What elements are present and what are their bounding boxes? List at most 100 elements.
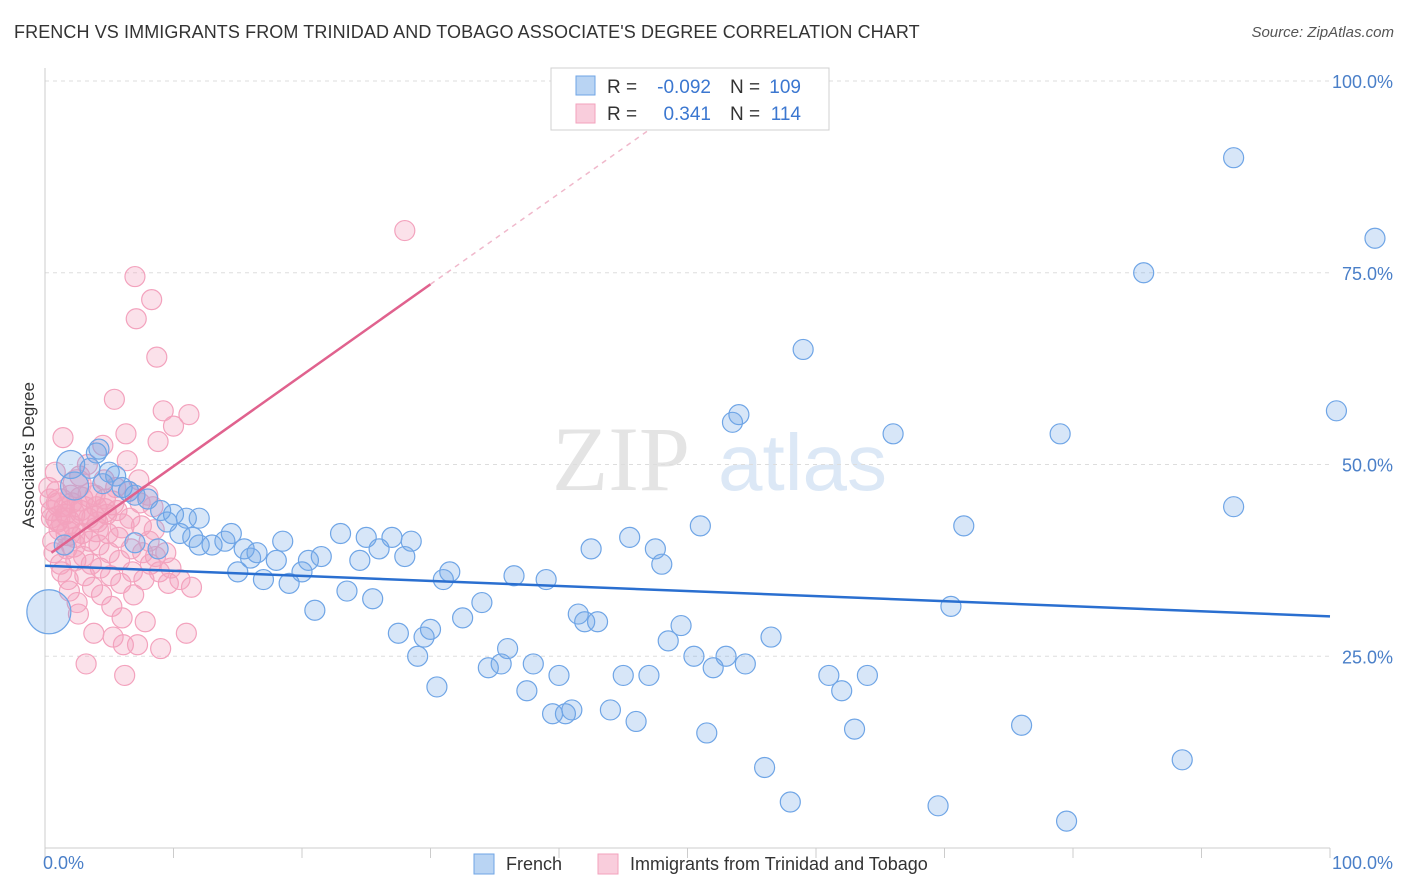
bottom-legend-swatch-french bbox=[473, 853, 495, 875]
bottom-legend-french-label: French bbox=[506, 854, 562, 874]
french-point-22 bbox=[188, 534, 210, 556]
watermark-atlas: atlas bbox=[718, 418, 887, 507]
french-point-92 bbox=[818, 664, 840, 687]
french-point-41 bbox=[349, 549, 371, 571]
french-point-33 bbox=[272, 530, 294, 552]
french-point-93 bbox=[831, 680, 853, 702]
trinidad-point-65 bbox=[119, 507, 141, 529]
french-point-46 bbox=[387, 622, 409, 644]
trinidad-point-55 bbox=[106, 499, 128, 522]
trinidad-point-81 bbox=[141, 288, 163, 311]
french-point-43 bbox=[362, 588, 384, 610]
french-point-20 bbox=[169, 522, 191, 545]
french-point-10 bbox=[111, 476, 133, 499]
trinidad-point-70 bbox=[125, 308, 147, 330]
french-points bbox=[26, 147, 1386, 832]
trinidad-point-25 bbox=[67, 603, 90, 625]
french-point-79 bbox=[670, 614, 692, 637]
french-point-62 bbox=[522, 653, 544, 675]
french-point-89 bbox=[753, 756, 776, 779]
french-point-98 bbox=[940, 595, 962, 617]
french-point-88 bbox=[760, 626, 782, 648]
trinidad-point-59 bbox=[111, 607, 133, 629]
french-point-84 bbox=[715, 645, 737, 667]
trinidad-point-113 bbox=[45, 505, 71, 531]
trinidad-point-92 bbox=[160, 557, 182, 579]
french-point-56 bbox=[471, 591, 493, 614]
source-label: Source: ZipAtlas.com bbox=[1251, 24, 1394, 41]
legend-french-n-value: 109 bbox=[769, 77, 801, 98]
french-point-69 bbox=[574, 611, 596, 633]
french-point-86 bbox=[728, 404, 750, 426]
y-tick-label-50: 50.0% bbox=[1342, 456, 1393, 476]
french-point-60 bbox=[503, 565, 525, 587]
french-point-91 bbox=[792, 338, 814, 361]
french-point-104 bbox=[1171, 749, 1193, 771]
french-point-59 bbox=[497, 637, 519, 660]
legend-trinidad-r-value: 0.341 bbox=[663, 104, 711, 125]
french-point-105 bbox=[1223, 496, 1245, 518]
french-point-73 bbox=[612, 664, 634, 687]
trinidad-trend-line bbox=[50, 283, 432, 554]
french-point-109 bbox=[644, 538, 666, 560]
french-point-102 bbox=[1055, 810, 1078, 832]
french-point-14 bbox=[150, 499, 172, 522]
french-point-30 bbox=[246, 542, 268, 564]
french-point-74 bbox=[619, 526, 641, 548]
trinidad-point-95 bbox=[175, 622, 197, 644]
stats-legend: R = -0.092 N = 109 R = 0.341 N = 114 bbox=[550, 67, 830, 131]
french-point-75 bbox=[625, 710, 647, 733]
trinidad-point-7 bbox=[45, 480, 68, 502]
french-point-36 bbox=[297, 549, 320, 571]
trinidad-point-66 bbox=[120, 538, 142, 560]
watermark-zip: ZIP bbox=[552, 408, 690, 510]
trinidad-point-17 bbox=[57, 568, 79, 591]
french-point-90 bbox=[779, 791, 801, 813]
trinidad-point-98 bbox=[394, 219, 416, 242]
french-point-32 bbox=[265, 549, 287, 571]
french-point-55 bbox=[452, 607, 474, 629]
french-point-106 bbox=[1223, 147, 1245, 169]
french-point-8 bbox=[98, 461, 120, 483]
french-point-52 bbox=[426, 676, 448, 698]
french-point-76 bbox=[638, 664, 660, 687]
french-point-39 bbox=[329, 522, 352, 545]
french-point-71 bbox=[586, 611, 609, 633]
french-point-82 bbox=[696, 722, 718, 744]
french-point-99 bbox=[953, 515, 975, 537]
french-point-2 bbox=[56, 449, 86, 480]
legend-french-r-value: -0.092 bbox=[657, 77, 711, 98]
french-point-3 bbox=[59, 471, 90, 501]
french-point-31 bbox=[252, 568, 275, 591]
french-point-5 bbox=[85, 442, 108, 464]
french-trend-line bbox=[44, 564, 1331, 618]
x-tick-label-100: 100.0% bbox=[1332, 853, 1393, 873]
french-point-94 bbox=[843, 718, 866, 740]
french-point-97 bbox=[927, 795, 949, 817]
bottom-legend-trinidad-label: Immigrants from Trinidad and Tobago bbox=[630, 854, 928, 874]
legend-trinidad-n-label: N = bbox=[730, 104, 760, 125]
french-point-80 bbox=[683, 645, 705, 667]
trinidad-point-77 bbox=[134, 611, 156, 633]
legend-swatch-trinidad bbox=[575, 103, 596, 124]
french-point-45 bbox=[381, 526, 403, 548]
french-point-107 bbox=[1325, 400, 1348, 422]
y-axis-title: Associate's Degree bbox=[19, 382, 38, 528]
french-point-6 bbox=[88, 438, 110, 460]
french-point-9 bbox=[105, 465, 127, 487]
french-point-38 bbox=[310, 545, 332, 568]
trinidad-point-13 bbox=[52, 427, 74, 449]
legend-french-n-label: N = bbox=[730, 77, 760, 98]
french-point-72 bbox=[599, 699, 622, 721]
axes bbox=[44, 68, 1331, 858]
trinidad-point-71 bbox=[126, 634, 149, 656]
series-legend: French Immigrants from Trinidad and Toba… bbox=[473, 853, 928, 875]
french-point-96 bbox=[882, 423, 904, 445]
french-point-17 bbox=[124, 532, 146, 554]
trinidad-point-85 bbox=[146, 346, 168, 368]
trinidad-point-108 bbox=[109, 513, 135, 539]
french-point-54 bbox=[439, 561, 461, 583]
french-point-81 bbox=[689, 515, 711, 537]
french-point-24 bbox=[201, 534, 223, 556]
